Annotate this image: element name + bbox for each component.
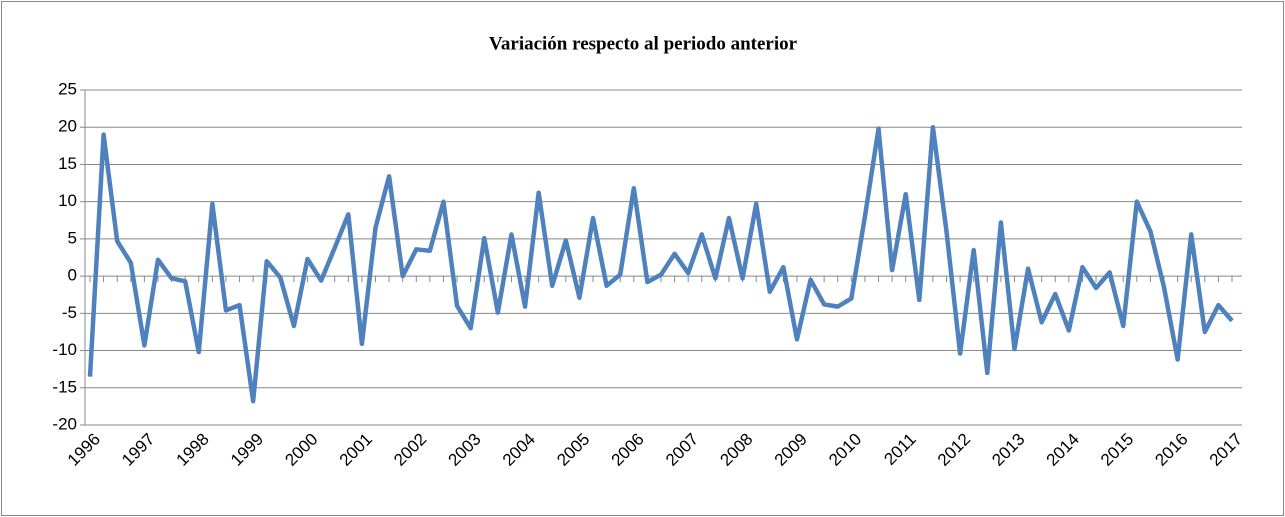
y-tick-label: 15: [58, 154, 77, 173]
y-tick-label: -15: [52, 377, 77, 396]
y-tick-label: 25: [58, 79, 77, 98]
y-tick-label: 20: [58, 117, 77, 136]
y-tick-label: -20: [52, 414, 77, 433]
y-tick-label: 0: [68, 266, 77, 285]
y-tick-label: 5: [68, 228, 77, 247]
y-tick-label: 10: [58, 191, 77, 210]
y-tick-label: -5: [62, 303, 77, 322]
y-tick-label: -10: [52, 340, 77, 359]
data-line: [87, 124, 1234, 404]
chart-title: Variación respecto al periodo anterior: [489, 33, 798, 54]
